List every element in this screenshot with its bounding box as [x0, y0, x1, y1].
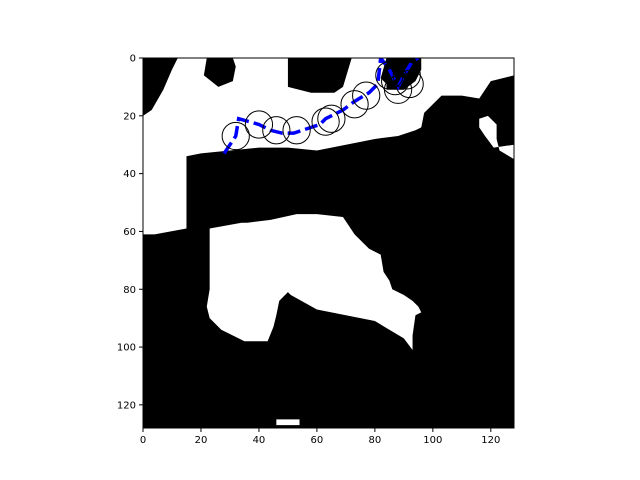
y-tick-label: 100: [117, 343, 136, 354]
footprint-circle: [352, 81, 381, 110]
robot-footprints: [221, 61, 424, 151]
x-tick-label: 120: [481, 435, 500, 446]
x-tick-label: 80: [369, 435, 382, 446]
footprint-circle: [282, 116, 311, 145]
y-tick-label: 0: [130, 54, 136, 65]
occupancy-map: [143, 58, 514, 428]
free-region: [479, 58, 514, 160]
x-axis: 0 20 40 60 80 100 120: [140, 428, 500, 446]
x-tick-label: 0: [140, 435, 146, 446]
y-tick-label: 80: [123, 285, 136, 296]
footprint-circle: [311, 107, 340, 136]
y-tick-label: 20: [123, 111, 136, 122]
y-tick-label: 40: [123, 169, 136, 180]
footprint-circle: [262, 116, 291, 145]
y-tick-label: 120: [117, 400, 136, 411]
footprint-circle: [395, 69, 424, 99]
free-region: [143, 58, 514, 235]
path-line: [222, 58, 420, 155]
footprint-circle: [317, 104, 346, 133]
axes-frame: [142, 57, 515, 429]
footprint-circle: [340, 90, 369, 119]
x-tick-label: 40: [253, 435, 266, 446]
footprint-circle: [244, 110, 274, 139]
x-tick-label: 20: [195, 435, 208, 446]
y-tick-label: 60: [123, 227, 136, 238]
x-tick-label: 100: [423, 435, 442, 446]
x-tick-label: 60: [311, 435, 324, 446]
free-region: [206, 214, 422, 350]
planned-path: [222, 58, 420, 155]
footprint-circle: [375, 61, 404, 90]
footprint-circle: [221, 121, 250, 151]
free-region: [276, 419, 300, 426]
y-axis: 0 20 40 60 80 100 120: [117, 54, 143, 411]
